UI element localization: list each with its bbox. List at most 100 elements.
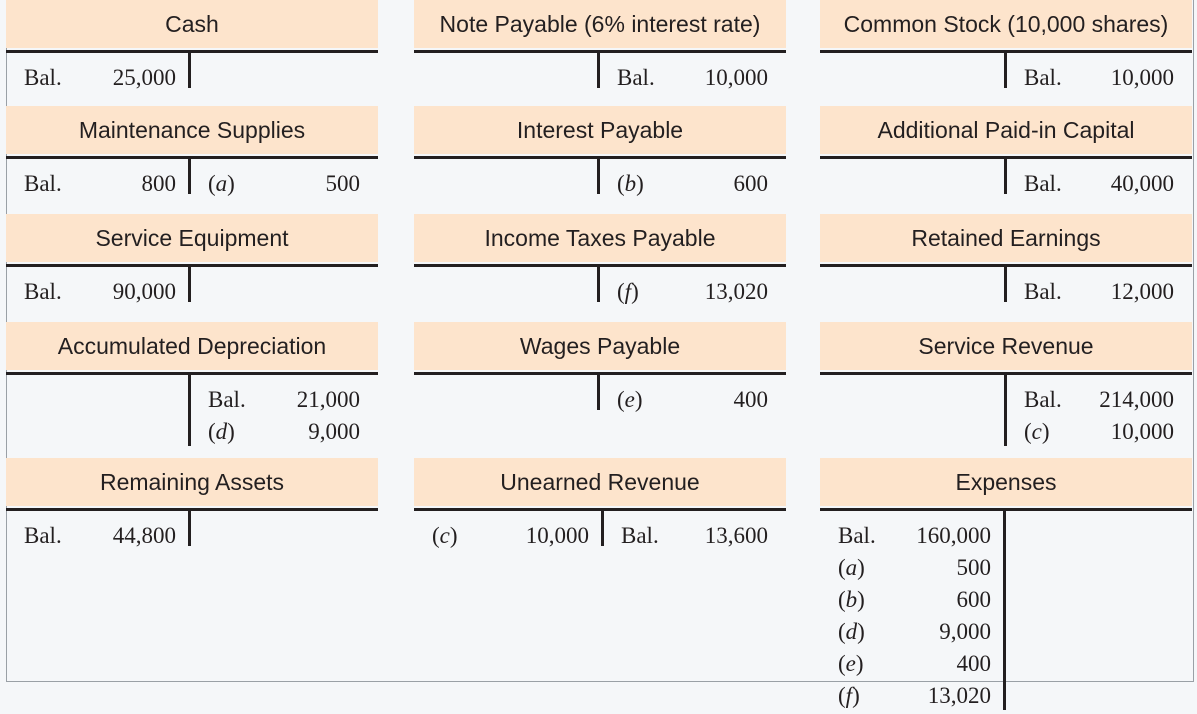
entry-label: (c) (1024, 419, 1050, 444)
debit-entry: (a) 500 (838, 552, 991, 584)
entry-amount: 400 (733, 387, 769, 412)
account-title: Service Equipment (6, 214, 378, 262)
credit-entry: (e) 400 (617, 384, 768, 416)
t-account-horizontal-rule (414, 156, 786, 159)
debit-entry: Bal. 44,800 (24, 520, 176, 552)
entry-amount: 9,000 (939, 619, 991, 644)
entry-amount: 10,000 (525, 523, 589, 548)
account-title: Additional Paid-in Capital (820, 106, 1192, 154)
entry-amount: 10,000 (1110, 419, 1174, 444)
entry-amount: 10,000 (704, 65, 768, 90)
entry-amount: 44,800 (112, 523, 176, 548)
entry-label: Bal. (1024, 171, 1062, 196)
t-account-vertical-rule (597, 264, 600, 302)
entry-label: (f) (617, 279, 639, 304)
account-title: Unearned Revenue (414, 458, 786, 506)
entry-amount: 13,020 (704, 279, 768, 304)
account-title: Service Revenue (820, 322, 1192, 370)
entry-label: Bal. (24, 65, 62, 90)
account-title: Expenses (820, 458, 1192, 506)
entry-amount: 21,000 (296, 387, 360, 412)
t-account-vertical-rule (1004, 50, 1007, 88)
entry-amount: 9,000 (308, 419, 360, 444)
debit-entry: (f) 13,020 (838, 680, 991, 712)
debit-entry: (c) 10,000 (432, 520, 589, 552)
entry-label: (e) (838, 651, 864, 676)
credit-entry: (b) 600 (617, 168, 768, 200)
credit-entry: (d) 9,000 (208, 416, 360, 448)
entry-label: (e) (617, 387, 643, 412)
t-account-horizontal-rule (820, 508, 1192, 511)
account-title: Interest Payable (414, 106, 786, 154)
entry-amount: 500 (956, 555, 992, 580)
t-account-horizontal-rule (414, 508, 786, 511)
t-account-vertical-rule (188, 372, 191, 446)
t-account-vertical-rule (1004, 372, 1007, 446)
entry-label: (b) (838, 587, 865, 612)
account-title: Retained Earnings (820, 214, 1192, 262)
entry-amount: 12,000 (1110, 279, 1174, 304)
credit-entry: Bal. 40,000 (1024, 168, 1174, 200)
entry-label: (d) (208, 419, 235, 444)
t-account-vertical-rule (601, 508, 604, 546)
entry-amount: 40,000 (1110, 171, 1174, 196)
account-title: Wages Payable (414, 322, 786, 370)
t-account-horizontal-rule (6, 156, 378, 159)
t-account-horizontal-rule (414, 50, 786, 53)
entry-label: (c) (432, 523, 458, 548)
debit-entry: Bal. 25,000 (24, 62, 176, 94)
entry-amount: 800 (141, 171, 177, 196)
entry-label: (b) (617, 171, 644, 196)
t-account-vertical-rule (597, 156, 600, 194)
credit-entry: (f) 13,020 (617, 276, 768, 308)
t-account-vertical-rule (188, 508, 191, 546)
entry-label: (f) (838, 683, 860, 708)
credit-entry: Bal. 21,000 (208, 384, 360, 416)
account-title: Income Taxes Payable (414, 214, 786, 262)
entry-amount: 600 (733, 171, 769, 196)
t-account-vertical-rule (188, 156, 191, 194)
entry-label: Bal. (1024, 279, 1062, 304)
t-account-vertical-rule (597, 372, 600, 410)
debit-entry: (b) 600 (838, 584, 991, 616)
entry-amount: 90,000 (112, 279, 176, 304)
debit-entry: Bal. 160,000 (838, 520, 991, 552)
debit-entry: (e) 400 (838, 648, 991, 680)
credit-entry: (c) 10,000 (1024, 416, 1174, 448)
t-account-vertical-rule (188, 50, 191, 88)
entry-label: Bal. (1024, 387, 1062, 412)
t-account-horizontal-rule (6, 50, 378, 53)
entry-amount: 400 (956, 651, 992, 676)
debit-entry: Bal. 800 (24, 168, 176, 200)
account-title: Note Payable (6% interest rate) (414, 0, 786, 48)
t-account-horizontal-rule (6, 372, 378, 375)
entry-label: Bal. (1024, 65, 1062, 90)
entry-label: Bal. (208, 387, 246, 412)
t-account-horizontal-rule (6, 264, 378, 267)
credit-entry: Bal. 13,600 (621, 520, 768, 552)
entry-amount: 13,600 (704, 523, 768, 548)
debit-entry: (d) 9,000 (838, 616, 991, 648)
entry-amount: 500 (325, 171, 361, 196)
account-title: Common Stock (10,000 shares) (820, 0, 1192, 48)
credit-entry: (a) 500 (208, 168, 360, 200)
entry-amount: 600 (956, 587, 992, 612)
entry-amount: 10,000 (1110, 65, 1174, 90)
t-account-vertical-rule (1004, 264, 1007, 302)
account-title: Accumulated Depreciation (6, 322, 378, 370)
entry-label: Bal. (24, 171, 62, 196)
entry-label: (a) (838, 555, 865, 580)
t-account-horizontal-rule (6, 508, 378, 511)
t-account-horizontal-rule (414, 264, 786, 267)
entry-label: (d) (838, 619, 865, 644)
entry-label: Bal. (24, 523, 62, 548)
entry-label: Bal. (621, 523, 659, 548)
credit-entry: Bal. 10,000 (1024, 62, 1174, 94)
credit-entry: Bal. 214,000 (1024, 384, 1174, 416)
account-title: Remaining Assets (6, 458, 378, 506)
credit-entry: Bal. 10,000 (617, 62, 768, 94)
t-account-horizontal-rule (414, 372, 786, 375)
t-account-vertical-rule (1003, 508, 1006, 710)
entry-amount: 214,000 (1099, 387, 1174, 412)
t-account-vertical-rule (597, 50, 600, 88)
